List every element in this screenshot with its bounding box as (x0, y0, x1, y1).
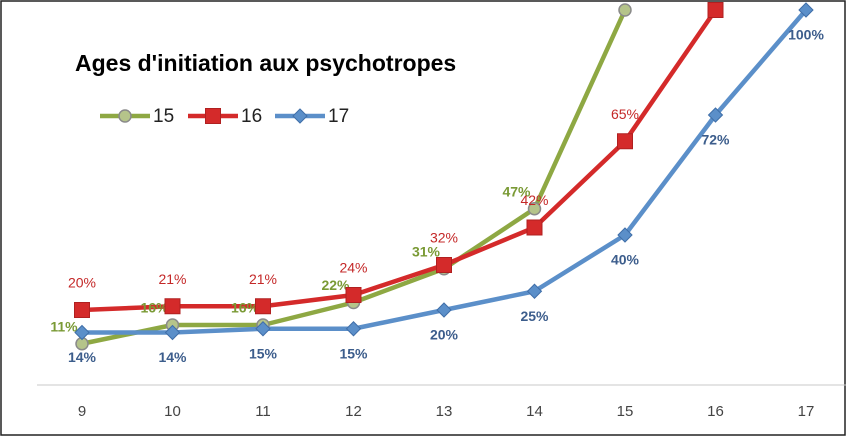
data-label: 14% (158, 349, 187, 365)
marker (436, 302, 452, 318)
legend-label: 17 (328, 106, 349, 127)
x-tick-label: 16 (707, 403, 724, 420)
data-label: 20% (430, 327, 459, 343)
data-label: 72% (701, 132, 730, 148)
marker (164, 324, 181, 341)
data-label: 16% (231, 300, 260, 316)
marker (345, 287, 362, 303)
marker (255, 298, 271, 315)
data-label: 14% (68, 349, 97, 365)
marker (436, 257, 452, 273)
marker (527, 202, 542, 216)
marker (798, 2, 814, 18)
data-label: 11% (50, 318, 78, 334)
marker (617, 227, 633, 243)
x-tick-label: 12 (345, 403, 362, 420)
data-label: 31% (412, 243, 441, 259)
x-tick-label: 10 (164, 403, 181, 420)
data-label: 21% (158, 271, 186, 287)
marker (292, 108, 308, 124)
x-tick-label: 11 (255, 403, 271, 420)
x-tick-label: 13 (436, 403, 453, 420)
data-label: 16% (140, 300, 169, 316)
data-label: 42% (520, 192, 548, 208)
chart-title: Ages d'initiation aux psychotropes (75, 50, 456, 76)
series-line (81, 8, 718, 313)
marker (74, 324, 90, 341)
data-label: 32% (430, 230, 458, 246)
data-label: 20% (68, 275, 96, 291)
marker (164, 298, 181, 315)
marker (74, 302, 90, 318)
legend-label: 16 (241, 106, 262, 127)
marker (618, 3, 632, 17)
marker (345, 321, 362, 337)
x-tick-label: 15 (617, 403, 634, 420)
data-label: 24% (339, 260, 367, 276)
x-tick-label: 9 (78, 403, 86, 420)
data-label: 22% (321, 277, 350, 293)
data-label: 65% (611, 106, 639, 122)
marker (707, 2, 724, 18)
data-label: 15% (339, 345, 368, 361)
data-label: 15% (249, 345, 278, 361)
legend-label: 15 (153, 106, 174, 127)
data-label: 100% (788, 27, 824, 43)
data-label: 25% (520, 308, 549, 324)
marker (118, 109, 132, 123)
data-label: 21% (249, 271, 277, 287)
data-label: 100% (589, 0, 625, 1)
marker (617, 133, 633, 150)
x-tick-label: 14 (526, 403, 543, 420)
marker (526, 219, 543, 236)
marker (526, 283, 543, 299)
marker (707, 107, 724, 123)
data-label: 47% (502, 183, 531, 199)
marker (205, 108, 221, 124)
marker (255, 321, 271, 337)
data-label: 40% (611, 252, 640, 268)
x-tick-label: 17 (798, 403, 815, 420)
